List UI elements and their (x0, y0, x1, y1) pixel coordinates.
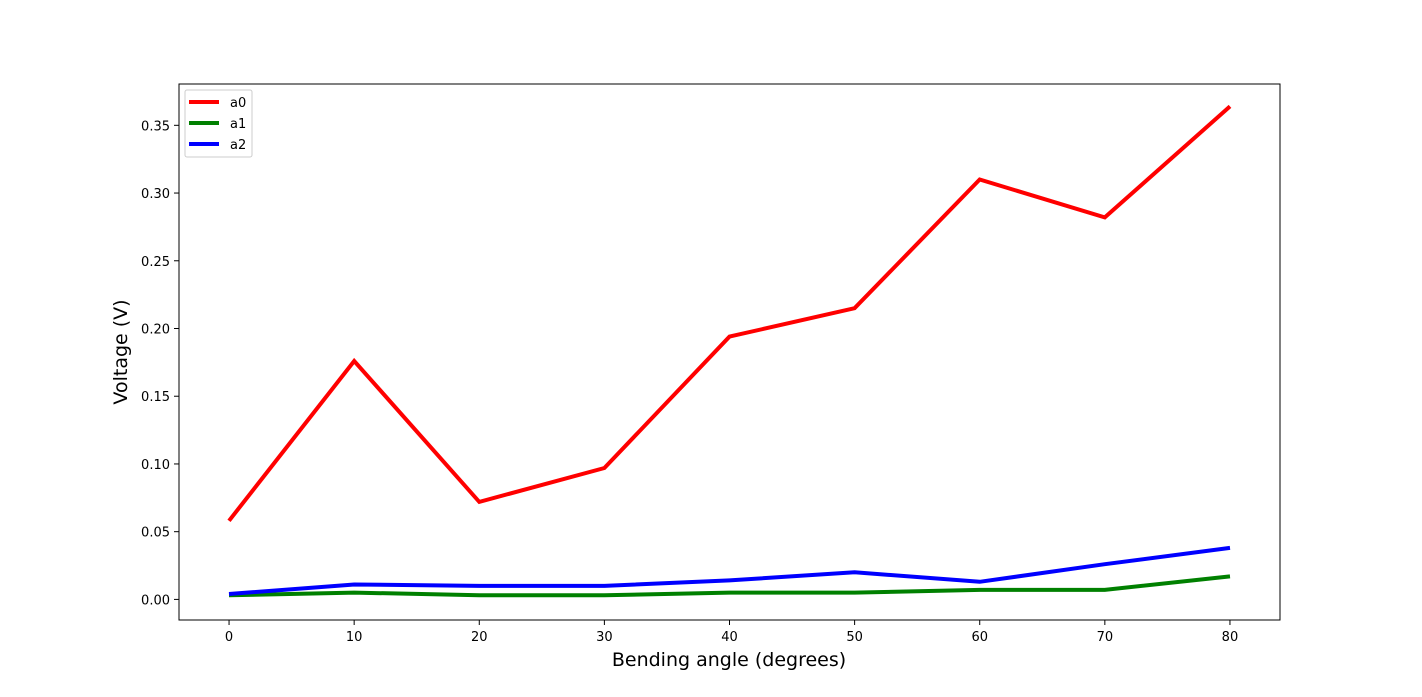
x-axis-label: Bending angle (degrees) (612, 649, 846, 671)
x-axis-ticks: 0 10 20 30 40 50 60 70 80 (225, 620, 1238, 645)
y-tick-label: 0.05 (141, 526, 170, 541)
x-tick-label: 70 (1097, 630, 1114, 645)
x-tick-label: 10 (346, 630, 363, 645)
plot-area (178, 83, 1281, 621)
y-tick-label: 0.35 (141, 119, 170, 134)
legend-label-a0: a0 (230, 96, 246, 111)
y-tick-label: 0.20 (141, 322, 170, 337)
y-tick-label: 0.00 (141, 593, 170, 608)
x-tick-label: 40 (721, 630, 738, 645)
y-tick-label: 0.25 (141, 255, 170, 270)
x-tick-label: 60 (971, 630, 988, 645)
y-tick-label: 0.10 (141, 458, 170, 473)
legend-label-a1: a1 (230, 117, 246, 132)
y-axis-label: Voltage (V) (110, 299, 132, 404)
x-tick-label: 20 (471, 630, 488, 645)
legend-label-a2: a2 (230, 138, 246, 153)
y-tick-label: 0.30 (141, 187, 170, 202)
series-line-a0 (227, 104, 1232, 523)
legend: a0 a1 a2 (184, 89, 253, 158)
series-line-a2 (228, 545, 1231, 596)
x-tick-label: 50 (846, 630, 863, 645)
series-layer (227, 104, 1232, 598)
y-tick-label: 0.15 (141, 390, 170, 405)
x-tick-label: 80 (1222, 630, 1239, 645)
axes-frame (178, 83, 1281, 621)
y-axis-ticks: 0.00 0.05 0.10 0.15 0.20 0.25 0.30 0.35 (141, 119, 179, 608)
series-line-a1 (228, 574, 1231, 598)
x-tick-label: 30 (596, 630, 613, 645)
x-tick-label: 0 (225, 630, 233, 645)
